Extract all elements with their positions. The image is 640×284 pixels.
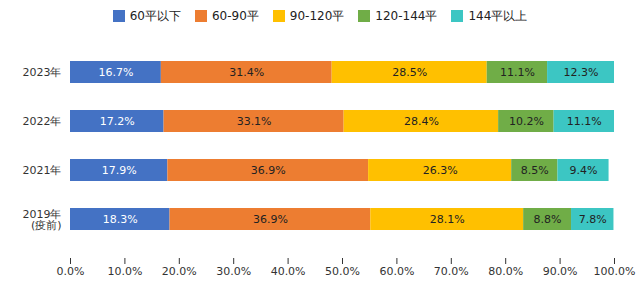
svg-text:9.4%: 9.4% [570, 164, 598, 177]
svg-text:26.3%: 26.3% [423, 164, 458, 177]
svg-text:7.8%: 7.8% [579, 213, 607, 226]
svg-text:28.1%: 28.1% [430, 213, 465, 226]
svg-text:20.0%: 20.0% [162, 265, 197, 278]
svg-text:40.0%: 40.0% [271, 265, 306, 278]
svg-text:28.5%: 28.5% [392, 66, 427, 79]
svg-text:17.2%: 17.2% [100, 115, 135, 128]
html-text:144平以上: 144平以上 [468, 8, 528, 23]
svg-text:36.9%: 36.9% [251, 164, 286, 177]
svg-text:2021年: 2021年 [23, 164, 62, 177]
svg-text:12.3%: 12.3% [564, 66, 599, 79]
svg-text:36.9%: 36.9% [253, 213, 288, 226]
svg-text:100.0%: 100.0% [594, 265, 636, 278]
svg-text:60.0%: 60.0% [379, 265, 414, 278]
svg-text:0.0%: 0.0% [57, 265, 85, 278]
svg-text:2022年: 2022年 [23, 115, 62, 128]
svg-text:10.0%: 10.0% [107, 265, 142, 278]
svg-text:18.3%: 18.3% [103, 213, 138, 226]
svg-text:2023年: 2023年 [23, 66, 62, 79]
svg-text:2019年(疫前): 2019年(疫前) [23, 208, 62, 232]
svg-text:11.1%: 11.1% [500, 66, 535, 79]
html-text:60平以下: 60平以下 [129, 8, 181, 23]
svg-text:16.7%: 16.7% [98, 66, 133, 79]
svg-text:8.5%: 8.5% [521, 164, 549, 177]
svg-text:31.4%: 31.4% [229, 66, 264, 79]
html-text:120-144平: 120-144平 [375, 8, 438, 23]
svg-text:33.1%: 33.1% [237, 115, 272, 128]
html-text:60-90平: 60-90平 [211, 8, 259, 23]
svg-text:8.8%: 8.8% [534, 213, 562, 226]
svg-text:80.0%: 80.0% [488, 265, 523, 278]
svg-text:90.0%: 90.0% [543, 265, 578, 278]
html-text:90-120平: 90-120平 [289, 8, 345, 23]
svg-text:28.4%: 28.4% [404, 115, 439, 128]
svg-text:50.0%: 50.0% [325, 265, 360, 278]
svg-text:30.0%: 30.0% [216, 265, 251, 278]
svg-text:10.2%: 10.2% [509, 115, 544, 128]
svg-text:17.9%: 17.9% [102, 164, 137, 177]
svg-text:11.1%: 11.1% [567, 115, 602, 128]
svg-text:70.0%: 70.0% [434, 265, 469, 278]
